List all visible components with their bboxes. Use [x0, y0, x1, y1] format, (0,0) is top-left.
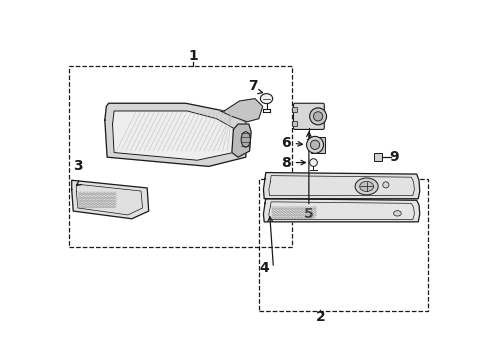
Ellipse shape: [355, 178, 378, 195]
Ellipse shape: [314, 112, 323, 121]
Text: 2: 2: [316, 310, 325, 324]
Ellipse shape: [383, 182, 389, 188]
Text: 1: 1: [189, 49, 198, 63]
Text: 4: 4: [259, 261, 269, 275]
Bar: [374, 153, 382, 161]
Bar: [259, 179, 428, 311]
Bar: [292, 121, 296, 126]
Bar: [311, 137, 325, 153]
Polygon shape: [264, 199, 420, 222]
FancyBboxPatch shape: [294, 103, 324, 130]
Ellipse shape: [360, 181, 373, 192]
Bar: [69, 66, 292, 247]
Text: 9: 9: [389, 150, 398, 164]
Polygon shape: [113, 111, 236, 160]
Ellipse shape: [241, 132, 250, 147]
Text: 6: 6: [281, 136, 291, 150]
Ellipse shape: [310, 159, 318, 166]
Ellipse shape: [310, 108, 327, 125]
Ellipse shape: [393, 211, 401, 216]
Bar: [292, 107, 296, 112]
Ellipse shape: [311, 140, 319, 149]
Polygon shape: [220, 99, 263, 122]
Ellipse shape: [307, 136, 323, 153]
Text: 5: 5: [304, 207, 314, 221]
Polygon shape: [72, 180, 149, 219]
Text: 7: 7: [248, 78, 258, 93]
Polygon shape: [105, 103, 247, 166]
Polygon shape: [232, 124, 251, 157]
Polygon shape: [264, 172, 420, 199]
Ellipse shape: [260, 94, 273, 104]
Text: 8: 8: [281, 156, 291, 170]
Text: 3: 3: [73, 159, 83, 174]
